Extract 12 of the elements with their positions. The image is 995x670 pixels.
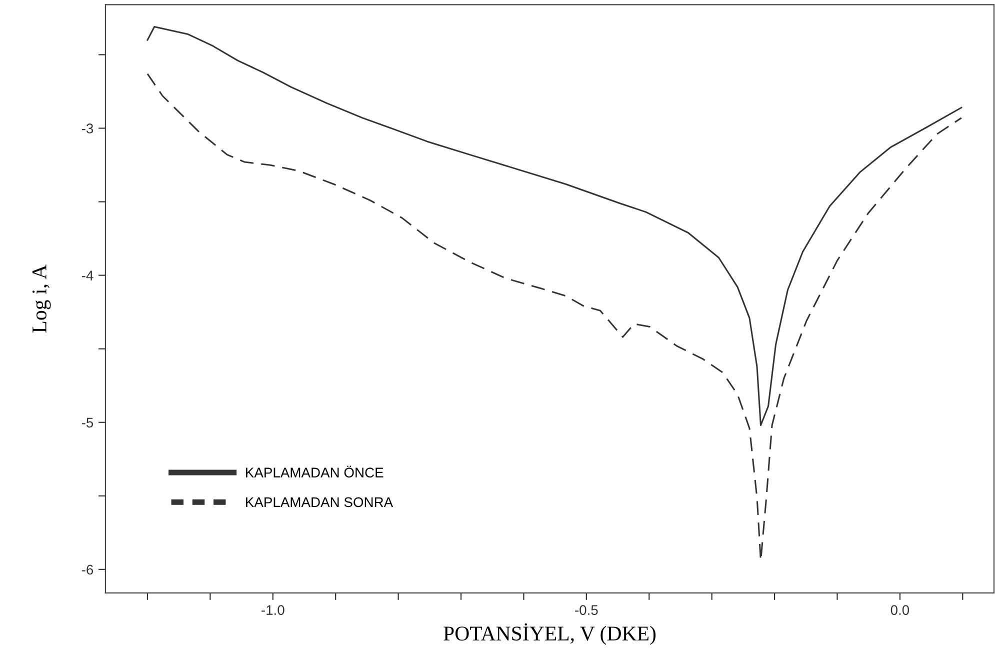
x-axis-title: POTANSİYEL, V (DKE) — [444, 623, 656, 645]
legend-label: KAPLAMADAN ÖNCE — [246, 466, 384, 478]
x-tick-label: 0.0 — [890, 605, 910, 615]
y-tick-label: -5 — [82, 418, 94, 428]
x-tick-label: -1.0 — [262, 605, 284, 615]
line-series — [146, 26, 962, 426]
y-tick-label: -4 — [82, 270, 94, 280]
legend-label: KAPLAMADAN SONRA — [246, 497, 394, 508]
x-tick-label: -0.5 — [575, 605, 598, 615]
y-tick-label: -3 — [82, 124, 94, 134]
y-axis-title: Log i, A — [32, 264, 51, 333]
y-tick-label: -6 — [82, 564, 94, 575]
